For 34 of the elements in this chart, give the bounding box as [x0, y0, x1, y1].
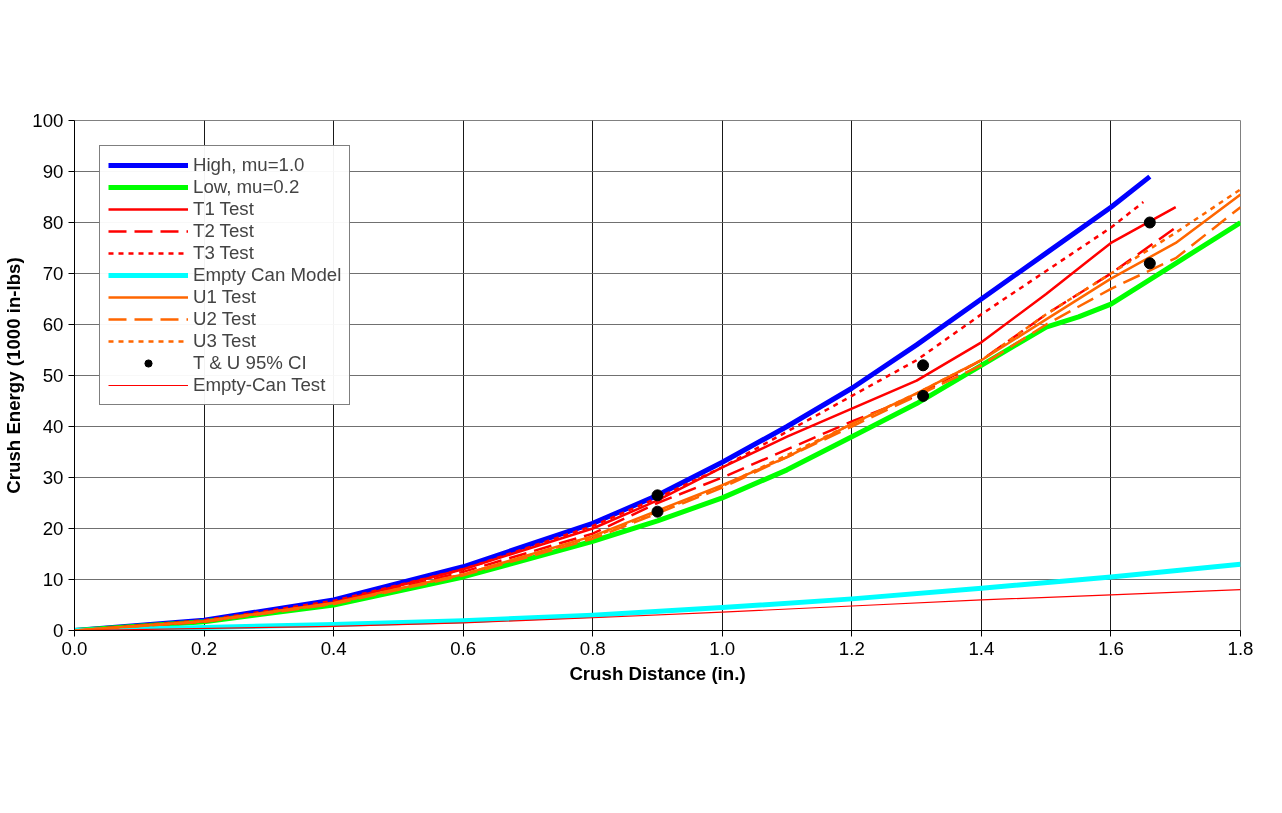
legend-label: U2 Test	[193, 308, 256, 330]
y-tick-label: 60	[42, 314, 64, 335]
x-tick-label: 1.6	[1097, 637, 1124, 659]
x-tick-label: 0.2	[191, 637, 218, 659]
y-tick-label: 50	[42, 365, 64, 386]
legend-label: High, mu=1.0	[193, 154, 305, 176]
y-tick-label: 0	[53, 620, 64, 641]
x-tick-label: 0.6	[450, 637, 477, 659]
legend-label: Empty Can Model	[193, 264, 342, 286]
y-tick-label: 10	[42, 569, 64, 590]
legend-label: Empty-Can Test	[193, 374, 326, 396]
x-tick-label: 0.0	[61, 637, 88, 659]
y-tick-label: 80	[42, 212, 64, 233]
x-tick-label: 0.8	[579, 637, 606, 659]
legend-label: T1 Test	[193, 198, 254, 220]
y-tick-label: 90	[42, 161, 64, 182]
legend-label: U3 Test	[193, 330, 256, 352]
y-tick-label: 100	[32, 110, 64, 131]
legend-label: T3 Test	[193, 242, 254, 264]
x-tick-label: 1.4	[968, 637, 995, 659]
x-axis-title: Crush Distance (in.)	[569, 662, 746, 684]
x-tick-label: 1.0	[709, 637, 736, 659]
x-tick-label: 1.8	[1227, 637, 1254, 659]
legend-label: T2 Test	[193, 220, 254, 242]
legend-label: T & U 95% CI	[193, 352, 307, 374]
y-tick-label: 30	[42, 467, 64, 488]
x-tick-label: 0.4	[320, 637, 347, 659]
y-tick-label: 40	[42, 416, 64, 437]
y-tick-label: 70	[42, 263, 64, 284]
y-axis-title: Crush Energy (1000 in-lbs)	[3, 257, 25, 494]
x-tick-label: 1.2	[838, 637, 865, 659]
legend-label: Low, mu=0.2	[193, 176, 300, 198]
legend-label: U1 Test	[193, 286, 256, 308]
y-tick-label: 20	[42, 518, 64, 539]
